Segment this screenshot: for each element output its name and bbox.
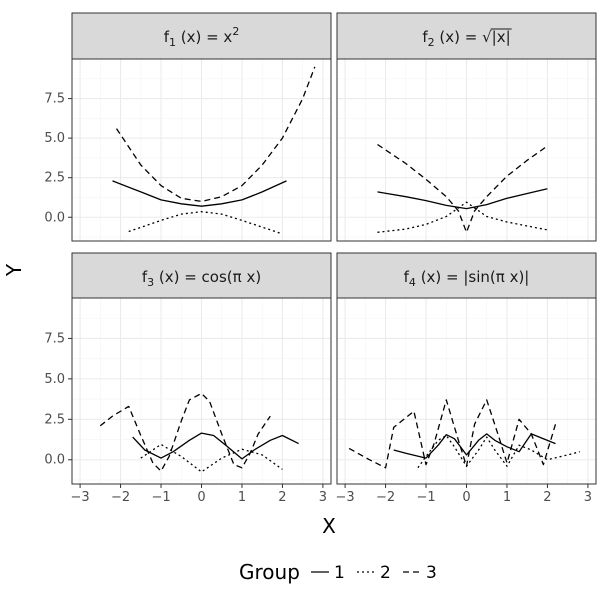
legend-title: Group (239, 560, 300, 584)
series-line-3 (348, 399, 557, 469)
x-tick-label: 3 (319, 490, 327, 505)
x-tick-label: 3 (584, 490, 592, 505)
legend-label-2: 2 (380, 563, 391, 583)
series-line-2 (140, 443, 283, 473)
facet-title: f3 (x) = cos(π x) (142, 268, 261, 289)
x-tick-label: 2 (278, 490, 286, 505)
facet-panel: f2 (x) = √|x| (336, 12, 597, 242)
x-tick-label: −2 (111, 490, 130, 505)
x-axis-title: X (322, 514, 336, 538)
facet-panel: f1 (x) = x2 (71, 12, 332, 242)
series-line-1 (393, 433, 556, 459)
x-tick-label: 1 (503, 490, 511, 505)
y-tick-label: 0.0 (44, 453, 65, 468)
facet-strip (336, 252, 597, 300)
facet-strip (336, 12, 597, 60)
y-tick-label: 5.0 (44, 372, 65, 387)
panel-border (71, 58, 332, 242)
legend-label-3: 3 (426, 563, 437, 583)
y-tick-label: 7.5 (44, 331, 65, 346)
x-tick-label: 1 (238, 490, 246, 505)
legend: Group 1 2 3 (239, 560, 437, 584)
x-tick-label: −2 (376, 490, 395, 505)
facet-panel: f4 (x) = |sin(π x)| (336, 252, 597, 485)
series-line-1 (377, 188, 548, 210)
x-tick-label: −3 (336, 490, 355, 505)
y-tick-label: 0.0 (44, 210, 65, 225)
series-line-2 (417, 434, 580, 469)
series-line-3 (377, 143, 548, 233)
x-tick-label: 0 (462, 490, 470, 505)
series-line-3 (115, 66, 316, 203)
y-axis-title: Y (2, 263, 26, 277)
series-line-2 (128, 211, 283, 235)
y-tick-label: 2.5 (44, 412, 65, 427)
series-line-1 (112, 180, 287, 207)
panel-border (336, 58, 597, 242)
facet-title: f2 (x) = √|x| (422, 28, 510, 49)
x-tick-label: 0 (197, 490, 205, 505)
series-line-1 (132, 432, 299, 460)
axes-layer: 0.0 2.5 5.0 7.5 0.0 2.5 5.0 7.5 −3 −2 −1 0 1 2 3 −3 −2 −1… (44, 92, 592, 505)
x-tick-label: −1 (416, 490, 435, 505)
legend-label-1: 1 (334, 563, 345, 583)
series-line-2 (377, 201, 548, 233)
y-tick-label: 7.5 (44, 92, 65, 107)
y-tick-label: 5.0 (44, 131, 65, 146)
panels-layer: f1 (x) = x2 f2 (x) = √|x| f3 (x) = cos(π x… (71, 12, 597, 485)
series-line-3 (99, 392, 271, 472)
x-tick-label: −3 (71, 490, 90, 505)
y-tick-label: 2.5 (44, 171, 65, 186)
facet-panel: f3 (x) = cos(π x) (71, 252, 332, 485)
facet-title: f1 (x) = x2 (164, 25, 240, 49)
facet-strip (71, 12, 332, 60)
x-tick-label: −1 (151, 490, 170, 505)
x-tick-label: 2 (543, 490, 551, 505)
facet-title: f4 (x) = |sin(π x)| (404, 268, 530, 289)
